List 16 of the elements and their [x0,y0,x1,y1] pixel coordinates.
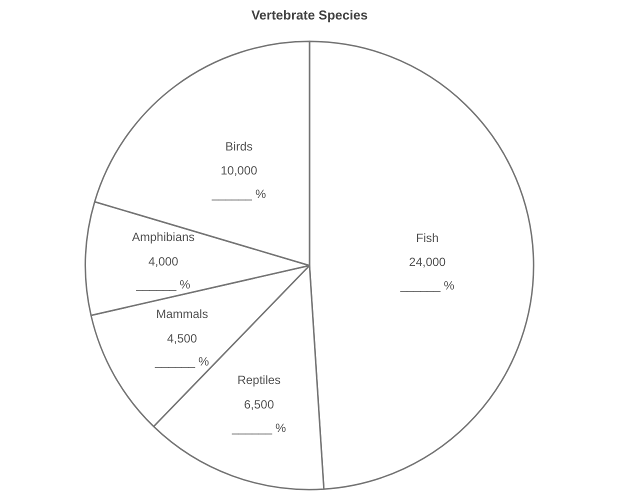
data-label: 6,500 [244,397,274,412]
slice-label: Fish [416,230,439,245]
data-label: 24,000 [409,255,446,270]
text: ______ % [232,420,286,435]
text: ______ % [155,354,210,369]
slice-label: Amphibians [132,230,195,244]
text: ______ % [136,278,190,292]
chart-title: Vertebrate Species [251,8,368,22]
data-label: 10,000 [220,164,258,178]
data-label: 4,500 [167,331,198,346]
data-label: 4,000 [148,254,179,268]
slice-label: Mammals [156,307,208,322]
text: ______ % [400,278,454,292]
text: ______ % [212,186,266,201]
slice-label: Birds [225,139,253,154]
slice-label: Reptiles [237,373,281,388]
